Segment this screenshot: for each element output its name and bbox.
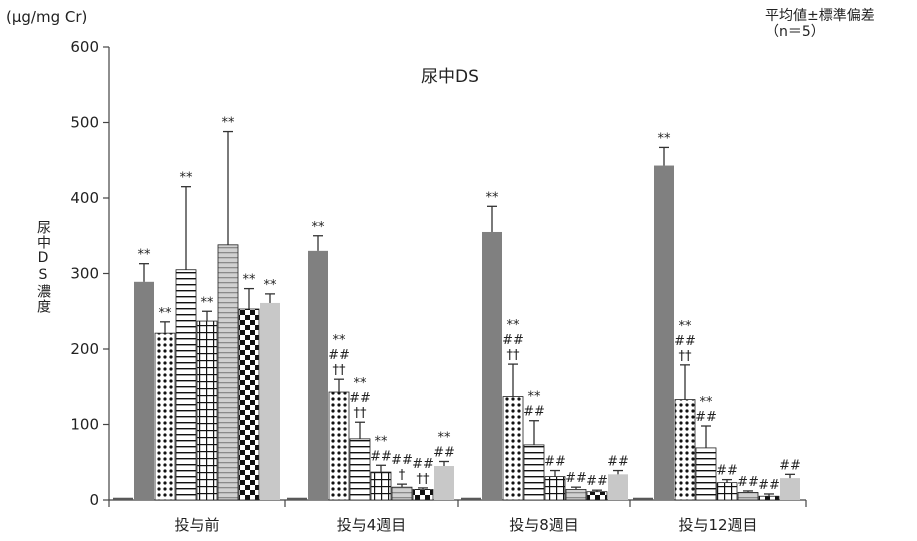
stats-note-line2: （n＝5） (765, 24, 825, 40)
bar (482, 231, 502, 500)
significance-mark: ## (544, 455, 566, 470)
significance-mark: ** (700, 395, 714, 410)
significance-mark: ## (370, 449, 392, 464)
significance-mark: †† (417, 472, 431, 487)
x-category-label: 投与8週目 (509, 516, 579, 534)
bar (434, 466, 454, 500)
significance-mark: †† (354, 406, 368, 421)
significance-mark: ## (412, 457, 434, 472)
significance-mark: ## (586, 474, 608, 489)
bar (217, 244, 239, 501)
significance-mark: ** (507, 318, 521, 333)
significance-mark: ## (349, 391, 371, 406)
significance-mark: ## (391, 453, 413, 468)
bar (695, 447, 717, 501)
significance-mark: ** (438, 430, 452, 445)
y-tick-label: 100 (70, 416, 99, 434)
x-category-label: 投与4週目 (337, 516, 407, 534)
bar (674, 399, 696, 501)
bar (737, 492, 759, 501)
significance-mark: ** (180, 171, 194, 186)
significance-mark: ** (201, 295, 215, 310)
y-tick-label: 600 (70, 38, 99, 56)
bar (370, 471, 392, 501)
y-tick-label: 0 (89, 491, 99, 509)
bar (523, 444, 545, 501)
bar (175, 269, 197, 501)
y-tick-label: 500 (70, 114, 99, 132)
y-tick-label: 300 (70, 265, 99, 283)
significance-mark: ## (607, 455, 629, 470)
y-axis-label: 尿中DS濃度 (35, 220, 51, 314)
significance-mark: ## (695, 410, 717, 425)
significance-mark: ** (138, 248, 152, 263)
bar (349, 438, 371, 501)
bar (238, 308, 260, 501)
significance-mark: ## (779, 458, 801, 473)
bar (758, 495, 780, 501)
bar (654, 165, 674, 500)
bar (196, 320, 218, 501)
bar (461, 497, 481, 500)
significance-mark: ## (737, 475, 759, 490)
significance-mark: ** (222, 116, 236, 131)
bar (633, 497, 653, 500)
bar (565, 489, 587, 501)
bar (502, 396, 524, 501)
x-category-label: 投与前 (174, 516, 219, 534)
bar (328, 391, 350, 501)
y-unit-label: (μg/mg Cr) (6, 8, 88, 26)
significance-mark: †† (679, 349, 693, 364)
x-category-label: 投与12週目 (678, 516, 757, 534)
y-tick-label: 400 (70, 189, 99, 207)
significance-mark: ## (523, 405, 545, 420)
significance-mark: ## (758, 478, 780, 493)
significance-mark: ** (333, 333, 347, 348)
y-tick-label: 200 (70, 340, 99, 358)
bar (780, 478, 800, 500)
significance-mark: ## (502, 333, 524, 348)
significance-mark: † (399, 468, 406, 483)
significance-mark: ## (328, 348, 350, 363)
significance-mark: †† (333, 363, 347, 378)
stats-note: 平均値±標準偏差 （n＝5） (765, 8, 875, 40)
significance-mark: ## (565, 471, 587, 486)
significance-mark: ## (674, 334, 696, 349)
bar (287, 497, 307, 500)
chart-title: 尿中DS (421, 67, 479, 87)
significance-mark: ** (354, 376, 368, 391)
bar (544, 476, 566, 501)
significance-mark: ** (679, 319, 693, 334)
significance-mark: ** (312, 220, 326, 235)
significance-mark: ** (486, 190, 500, 205)
significance-mark: ** (375, 434, 389, 449)
significance-mark: ** (159, 306, 173, 321)
bar (113, 497, 133, 500)
significance-mark: †† (507, 348, 521, 363)
significance-mark: ## (433, 445, 455, 460)
bar (586, 491, 608, 501)
bar (134, 281, 154, 500)
significance-mark: ** (658, 131, 672, 146)
significance-mark: ** (243, 273, 257, 288)
bar (260, 302, 280, 500)
stats-note-line1: 平均値±標準偏差 (765, 8, 875, 24)
bar (154, 332, 176, 501)
significance-mark: ## (716, 464, 738, 479)
bar (308, 250, 328, 500)
bar (412, 489, 434, 501)
bar (608, 474, 628, 500)
significance-mark: ** (264, 278, 278, 293)
bar (716, 482, 738, 501)
significance-mark: ** (528, 390, 542, 405)
bar (391, 486, 413, 501)
